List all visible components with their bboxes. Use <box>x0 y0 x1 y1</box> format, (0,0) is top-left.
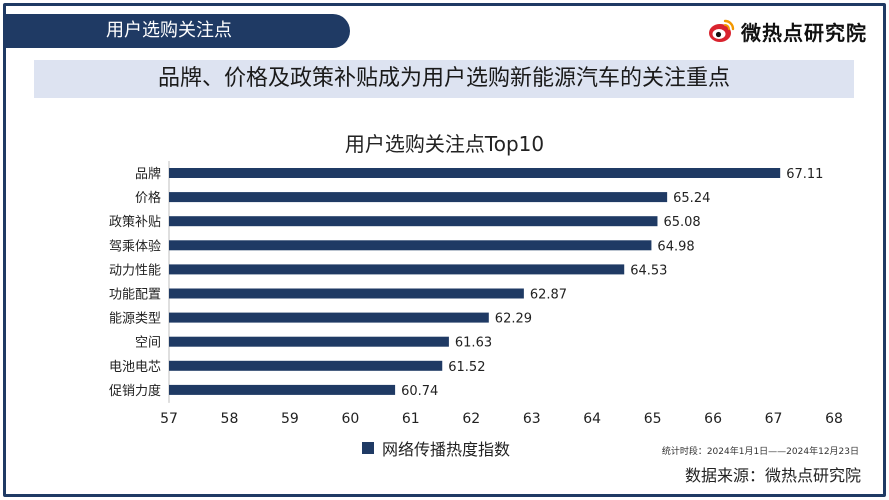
x-tick-label: 61 <box>402 411 420 427</box>
bar <box>169 216 658 227</box>
slide-frame <box>3 3 886 497</box>
category-label: 空间 <box>135 336 161 351</box>
category-label: 动力性能 <box>109 263 161 278</box>
chart-title: 用户选购关注点Top10 <box>344 132 545 156</box>
bar <box>169 384 396 395</box>
bar <box>169 264 625 275</box>
section-label: 用户选购关注点 <box>106 20 232 41</box>
statistics-period: 统计时段：2024年1月1日——2024年12月23日 <box>661 447 859 457</box>
x-tick-label: 65 <box>644 411 662 427</box>
section-tab: 用户选购关注点 <box>6 14 350 48</box>
x-tick-label: 62 <box>462 411 480 427</box>
bar <box>169 360 443 371</box>
category-label: 品牌 <box>135 166 161 182</box>
x-tick-label: 57 <box>160 411 178 427</box>
category-label: 促销力度 <box>109 383 161 399</box>
category-label: 电池电芯 <box>109 360 161 375</box>
x-tick-label: 58 <box>221 411 239 427</box>
x-tick-label: 66 <box>704 411 722 427</box>
data-label: 61.63 <box>455 336 492 351</box>
category-label: 能源类型 <box>109 312 161 327</box>
data-label: 65.08 <box>663 215 700 230</box>
headline-band <box>34 60 854 98</box>
data-label: 62.87 <box>530 288 567 303</box>
data-label: 67.11 <box>786 167 823 182</box>
data-label: 61.52 <box>448 360 485 375</box>
data-label: 65.24 <box>673 191 710 206</box>
bar <box>169 168 781 178</box>
data-label: 60.74 <box>401 384 438 399</box>
bar <box>169 288 524 299</box>
data-label: 64.98 <box>657 239 694 254</box>
weibo-eye-logo-icon <box>709 19 735 42</box>
brand-name: 微热点研究院 <box>741 20 867 45</box>
data-label: 62.29 <box>495 312 532 327</box>
x-tick-label: 68 <box>825 411 843 427</box>
headline: 品牌、价格及政策补贴成为用户选购新能源汽车的关注重点 <box>157 66 730 91</box>
x-tick-label: 67 <box>765 411 783 427</box>
bar <box>169 336 449 347</box>
category-label: 驾乘体验 <box>109 238 161 254</box>
x-tick-label: 60 <box>341 411 359 427</box>
x-tick-label: 64 <box>583 411 601 427</box>
bar <box>169 240 652 251</box>
legend-swatch <box>362 442 374 454</box>
category-label: 功能配置 <box>109 288 161 303</box>
category-label: 政策补贴 <box>109 214 161 230</box>
x-tick-label: 63 <box>523 411 541 427</box>
data-label: 64.53 <box>630 263 667 278</box>
x-tick-label: 59 <box>281 411 299 427</box>
data-source: 数据来源：微热点研究院 <box>684 466 861 485</box>
bar <box>169 312 489 323</box>
bar <box>169 192 668 203</box>
chart-legend: 网络传播热度指数 <box>362 436 510 460</box>
brand-logo: 微热点研究院 <box>707 14 867 48</box>
legend-label: 网络传播热度指数 <box>382 440 511 459</box>
category-label: 价格 <box>135 190 161 206</box>
